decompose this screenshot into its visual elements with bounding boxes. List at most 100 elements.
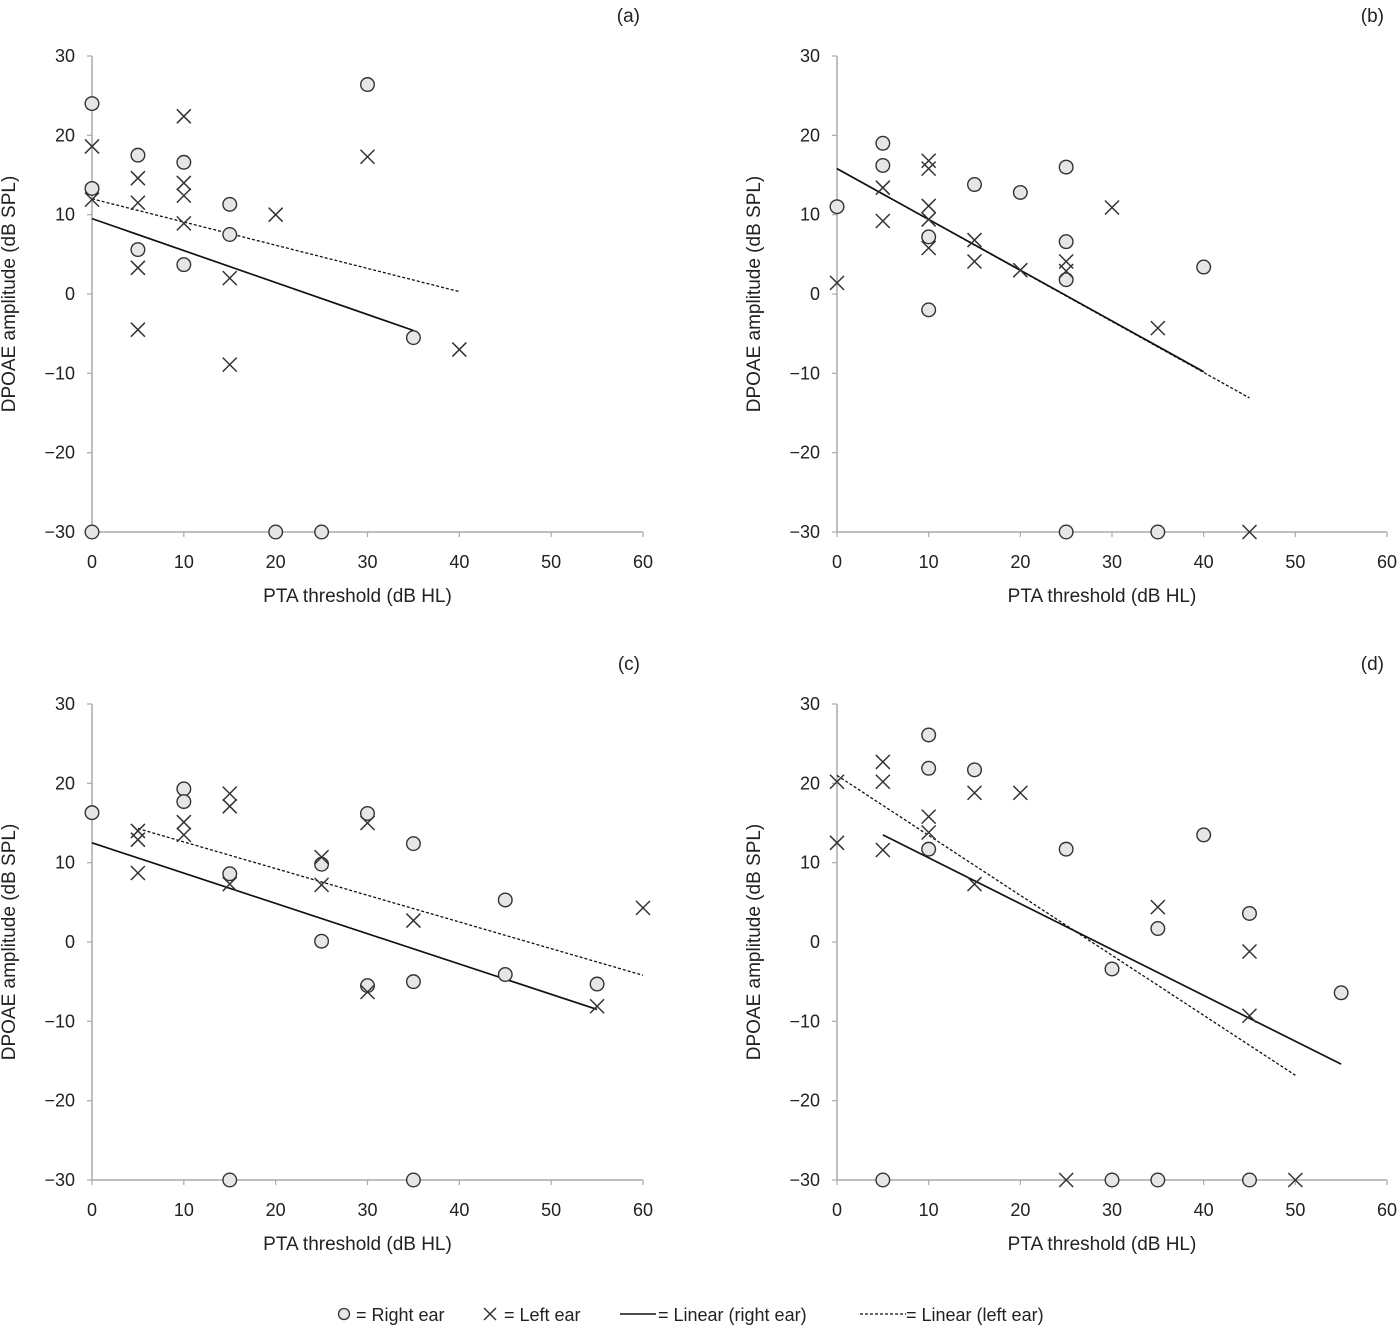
point-left-ear: [451, 342, 467, 358]
point-left-ear: [829, 835, 845, 851]
x-tick-label: 60: [1377, 1200, 1397, 1220]
y-tick-label: 10: [55, 853, 75, 873]
point-right-ear: [360, 805, 376, 821]
legend-x-marker: [483, 1307, 497, 1321]
point-right-ear: [1241, 905, 1257, 921]
legend-label-right-ear: = Right ear: [356, 1305, 445, 1325]
trendline-right-ear: [91, 842, 598, 1011]
y-axis-title: DPOAE amplitude (dB SPL): [0, 176, 20, 413]
panel-label: (b): [1361, 6, 1384, 27]
point-left-ear: [222, 876, 238, 892]
point-right-ear: [1196, 259, 1212, 275]
point-right-ear: [875, 1172, 891, 1188]
point-left-ear: [1058, 263, 1074, 279]
point-right-ear: [921, 841, 937, 857]
point-right-ear: [84, 805, 100, 821]
point-left-ear: [130, 865, 146, 881]
point-right-ear: [1058, 159, 1074, 175]
point-left-ear: [1241, 943, 1258, 960]
panel-label: (a): [617, 6, 640, 27]
panel-c: 30 20 10 0 −10 −20 −30 0 10 20 30 40 50 60 PTA thresho…: [0, 654, 653, 1255]
point-right-ear: [1058, 272, 1074, 288]
point-right-ear: [84, 96, 100, 112]
point-right-ear: [967, 177, 983, 193]
trendline-right-ear: [882, 834, 1342, 1065]
x-tick-label: 50: [1285, 1200, 1305, 1220]
y-tick-label: 30: [55, 46, 75, 66]
point-right-ear: [360, 978, 376, 994]
x-tick-label: 0: [87, 1200, 97, 1220]
point-right-ear: [314, 524, 330, 540]
panel-d: 30 20 10 0 −10 −20 −30 0 10 20 30 40 50 60 PTA thresho…: [744, 654, 1397, 1255]
point-right-ear: [222, 866, 238, 882]
y-tick-label: −20: [789, 1091, 820, 1111]
legend-label-linear-right: = Linear (right ear): [658, 1305, 807, 1325]
y-tick-label: −20: [44, 443, 75, 463]
x-tick-label: 0: [832, 552, 842, 572]
point-left-ear: [875, 213, 891, 229]
point-right-ear: [222, 196, 238, 212]
point-left-ear: [359, 149, 376, 165]
point-left-ear: [966, 253, 983, 270]
point-left-ear: [921, 161, 937, 177]
x-tick-label: 0: [832, 1200, 842, 1220]
point-left-ear: [314, 849, 330, 865]
point-right-ear: [405, 330, 421, 346]
panel-label: (d): [1361, 654, 1384, 675]
point-left-ear: [1012, 262, 1028, 278]
x-tick-label: 20: [1010, 552, 1030, 572]
point-right-ear: [921, 229, 937, 245]
x-tick-label: 10: [174, 552, 194, 572]
y-tick-label: 30: [800, 46, 820, 66]
point-left-ear: [921, 153, 937, 169]
point-left-ear: [921, 198, 937, 214]
y-tick-label: 10: [800, 853, 820, 873]
x-tick-label: 0: [87, 552, 97, 572]
y-tick-label: 30: [800, 694, 820, 714]
y-tick-label: 0: [810, 932, 820, 952]
point-left-ear: [1150, 899, 1166, 915]
point-left-ear: [921, 240, 937, 256]
legend-label-linear-left: = Linear (left ear): [906, 1305, 1044, 1325]
x-tick-label: 40: [449, 552, 469, 572]
point-right-ear: [1058, 234, 1074, 250]
point-right-ear: [130, 147, 146, 163]
point-right-ear: [589, 976, 605, 992]
point-right-ear: [921, 302, 937, 318]
point-left-ear: [359, 984, 376, 1000]
point-right-ear: [497, 892, 513, 908]
panel-b: 30 20 10 0 −10 −20 −30 0 10 20 30 40 50 60 PTA thresho…: [744, 6, 1397, 607]
x-axis-title: PTA threshold (dB HL): [263, 1234, 452, 1255]
x-tick-label: 30: [1102, 1200, 1122, 1220]
point-left-ear: [130, 322, 146, 338]
point-right-ear: [222, 1172, 238, 1188]
y-tick-label: 10: [55, 205, 75, 225]
point-left-ear: [130, 823, 146, 839]
point-left-ear: [176, 827, 192, 843]
point-left-ear: [635, 900, 651, 916]
point-left-ear: [1241, 524, 1258, 540]
y-tick-label: 0: [65, 284, 75, 304]
y-tick-label: −30: [789, 522, 820, 542]
point-left-ear: [1287, 1172, 1303, 1188]
x-tick-label: 60: [633, 1200, 653, 1220]
point-right-ear: [176, 794, 192, 810]
point-right-ear: [875, 135, 891, 151]
x-tick-label: 30: [1102, 552, 1122, 572]
point-right-ear: [875, 157, 891, 173]
point-right-ear: [405, 974, 421, 990]
point-right-ear: [1058, 841, 1074, 857]
y-tick-label: −20: [789, 443, 820, 463]
point-left-ear: [84, 138, 100, 154]
trendline-left-ear: [91, 198, 460, 293]
y-tick-label: −10: [789, 1011, 820, 1031]
x-tick-label: 40: [449, 1200, 469, 1220]
point-right-ear: [176, 257, 192, 273]
x-tick-label: 30: [357, 1200, 377, 1220]
y-tick-label: −20: [44, 1091, 75, 1111]
point-left-ear: [359, 815, 376, 831]
x-tick-label: 10: [919, 552, 939, 572]
y-tick-label: −30: [44, 522, 75, 542]
point-right-ear: [176, 154, 192, 170]
point-right-ear: [176, 781, 192, 797]
